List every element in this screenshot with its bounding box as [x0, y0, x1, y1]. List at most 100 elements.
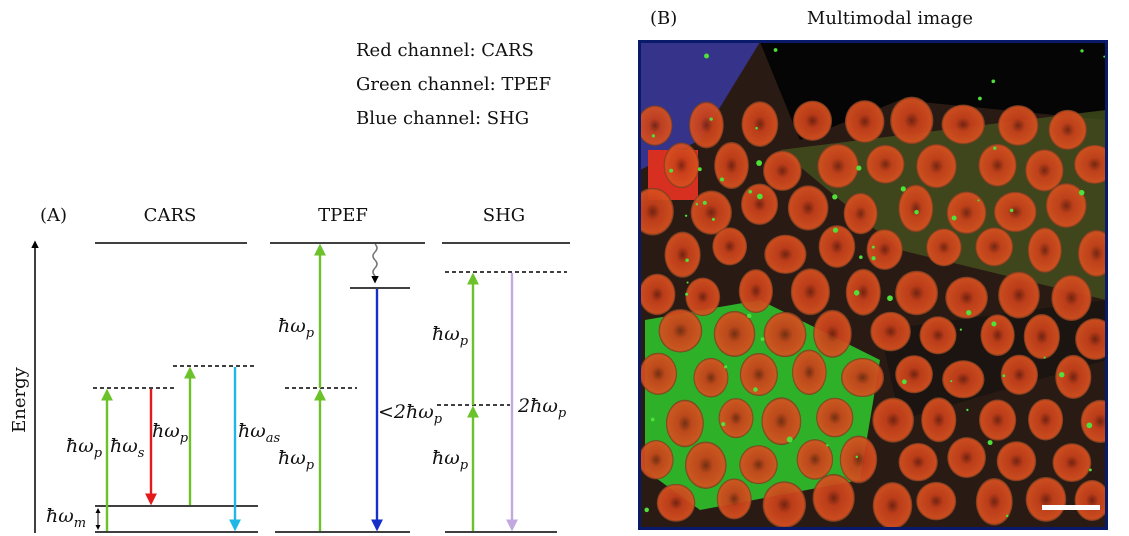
transition-label: ħωm: [46, 505, 86, 531]
speckle: [872, 246, 875, 249]
crypt: [979, 399, 1016, 440]
legend-line: Green channel: TPEF: [356, 74, 551, 95]
label-subscript: m: [74, 516, 86, 531]
speckle: [747, 314, 751, 318]
crypt: [1052, 443, 1091, 482]
crypt: [870, 312, 911, 352]
speckle: [710, 117, 713, 120]
label-subscript: p: [94, 446, 103, 461]
speckle: [872, 256, 876, 260]
figure: (A) Energy CARS TPEF SHG Red channel: CA…: [0, 0, 1129, 536]
transition-label: ħωp: [432, 447, 469, 473]
crypt: [844, 193, 878, 235]
crypt: [741, 183, 778, 225]
legend-line: Blue channel: SHG: [356, 108, 529, 129]
crypt: [694, 358, 729, 398]
crypt: [1048, 110, 1086, 150]
crypt: [898, 184, 933, 232]
crypt: [980, 314, 1014, 356]
label-subscript: s: [138, 446, 145, 461]
crypt: [664, 232, 700, 278]
process-title: SHG: [483, 205, 525, 226]
speckle: [966, 310, 971, 315]
crypt: [657, 484, 696, 522]
crypt: [1074, 145, 1115, 184]
label-subscript: p: [460, 458, 469, 473]
crypt: [1081, 400, 1120, 443]
speckle: [832, 194, 837, 199]
speckle: [978, 97, 982, 101]
crypt: [1028, 399, 1063, 441]
label-subscript: p: [306, 326, 315, 341]
crypt: [916, 144, 957, 188]
panel-label: (A): [40, 205, 67, 226]
crypt: [895, 271, 938, 316]
crypt: [631, 188, 674, 236]
crypt: [717, 478, 752, 519]
crypt: [763, 481, 807, 528]
crypt: [1024, 314, 1060, 359]
crypt: [788, 185, 829, 230]
speckle: [859, 255, 863, 259]
legend-line: Red channel: CARS: [356, 40, 534, 61]
speckle: [724, 365, 727, 368]
speckle: [755, 127, 758, 130]
speckle: [1044, 357, 1046, 359]
crypt: [840, 436, 877, 484]
transition-label: ħωp: [66, 435, 103, 461]
speckle: [914, 210, 919, 215]
energy-diagram: [35, 242, 570, 533]
crypt: [941, 104, 985, 144]
crypt: [841, 358, 884, 397]
speckle: [696, 203, 698, 205]
crypt: [763, 151, 802, 191]
crypt: [926, 228, 962, 266]
crypt: [1001, 355, 1038, 395]
crypt: [1046, 183, 1087, 228]
speckle: [856, 166, 861, 171]
crypt: [873, 482, 913, 529]
panel-label: (B): [650, 8, 677, 29]
label-text: ħω: [432, 323, 460, 345]
speckle: [1059, 372, 1064, 377]
crypt: [872, 398, 914, 443]
speckle: [966, 409, 968, 411]
scale-bar: [1042, 505, 1100, 510]
crypt: [998, 105, 1039, 146]
speckle: [756, 160, 762, 166]
crypt: [1075, 480, 1110, 521]
crypt: [791, 268, 830, 315]
panel-title: Multimodal image: [807, 8, 973, 29]
speckle: [704, 53, 709, 58]
crypt: [741, 101, 778, 147]
label-text: ħω: [278, 447, 306, 469]
speckle: [826, 444, 828, 446]
crypt: [739, 445, 777, 484]
speckle: [753, 387, 758, 392]
crypt: [639, 440, 674, 479]
speckle: [1002, 374, 1005, 377]
speckle: [1010, 209, 1014, 213]
crypt: [976, 478, 1013, 525]
crypt: [898, 443, 937, 482]
speckle: [902, 379, 907, 384]
speckle: [854, 290, 860, 296]
crypt: [890, 97, 933, 145]
crypt: [866, 145, 905, 184]
crypt: [921, 397, 956, 442]
crypt: [817, 144, 859, 189]
speckle: [761, 337, 765, 341]
speckle: [712, 218, 715, 221]
label-text: ħω: [238, 420, 266, 442]
transition-label: 2ħωp: [517, 395, 567, 421]
transition-label: ħωp: [278, 315, 315, 341]
crypt: [994, 192, 1037, 233]
label-text: ħω: [432, 447, 460, 469]
transition-label: <2ħωp: [378, 401, 443, 427]
label-text: ħω: [278, 315, 306, 337]
crypt: [997, 441, 1037, 481]
crypt: [812, 474, 854, 522]
speckle: [1006, 515, 1008, 517]
transition-label: ħωp: [152, 420, 189, 446]
crypt: [639, 274, 676, 316]
